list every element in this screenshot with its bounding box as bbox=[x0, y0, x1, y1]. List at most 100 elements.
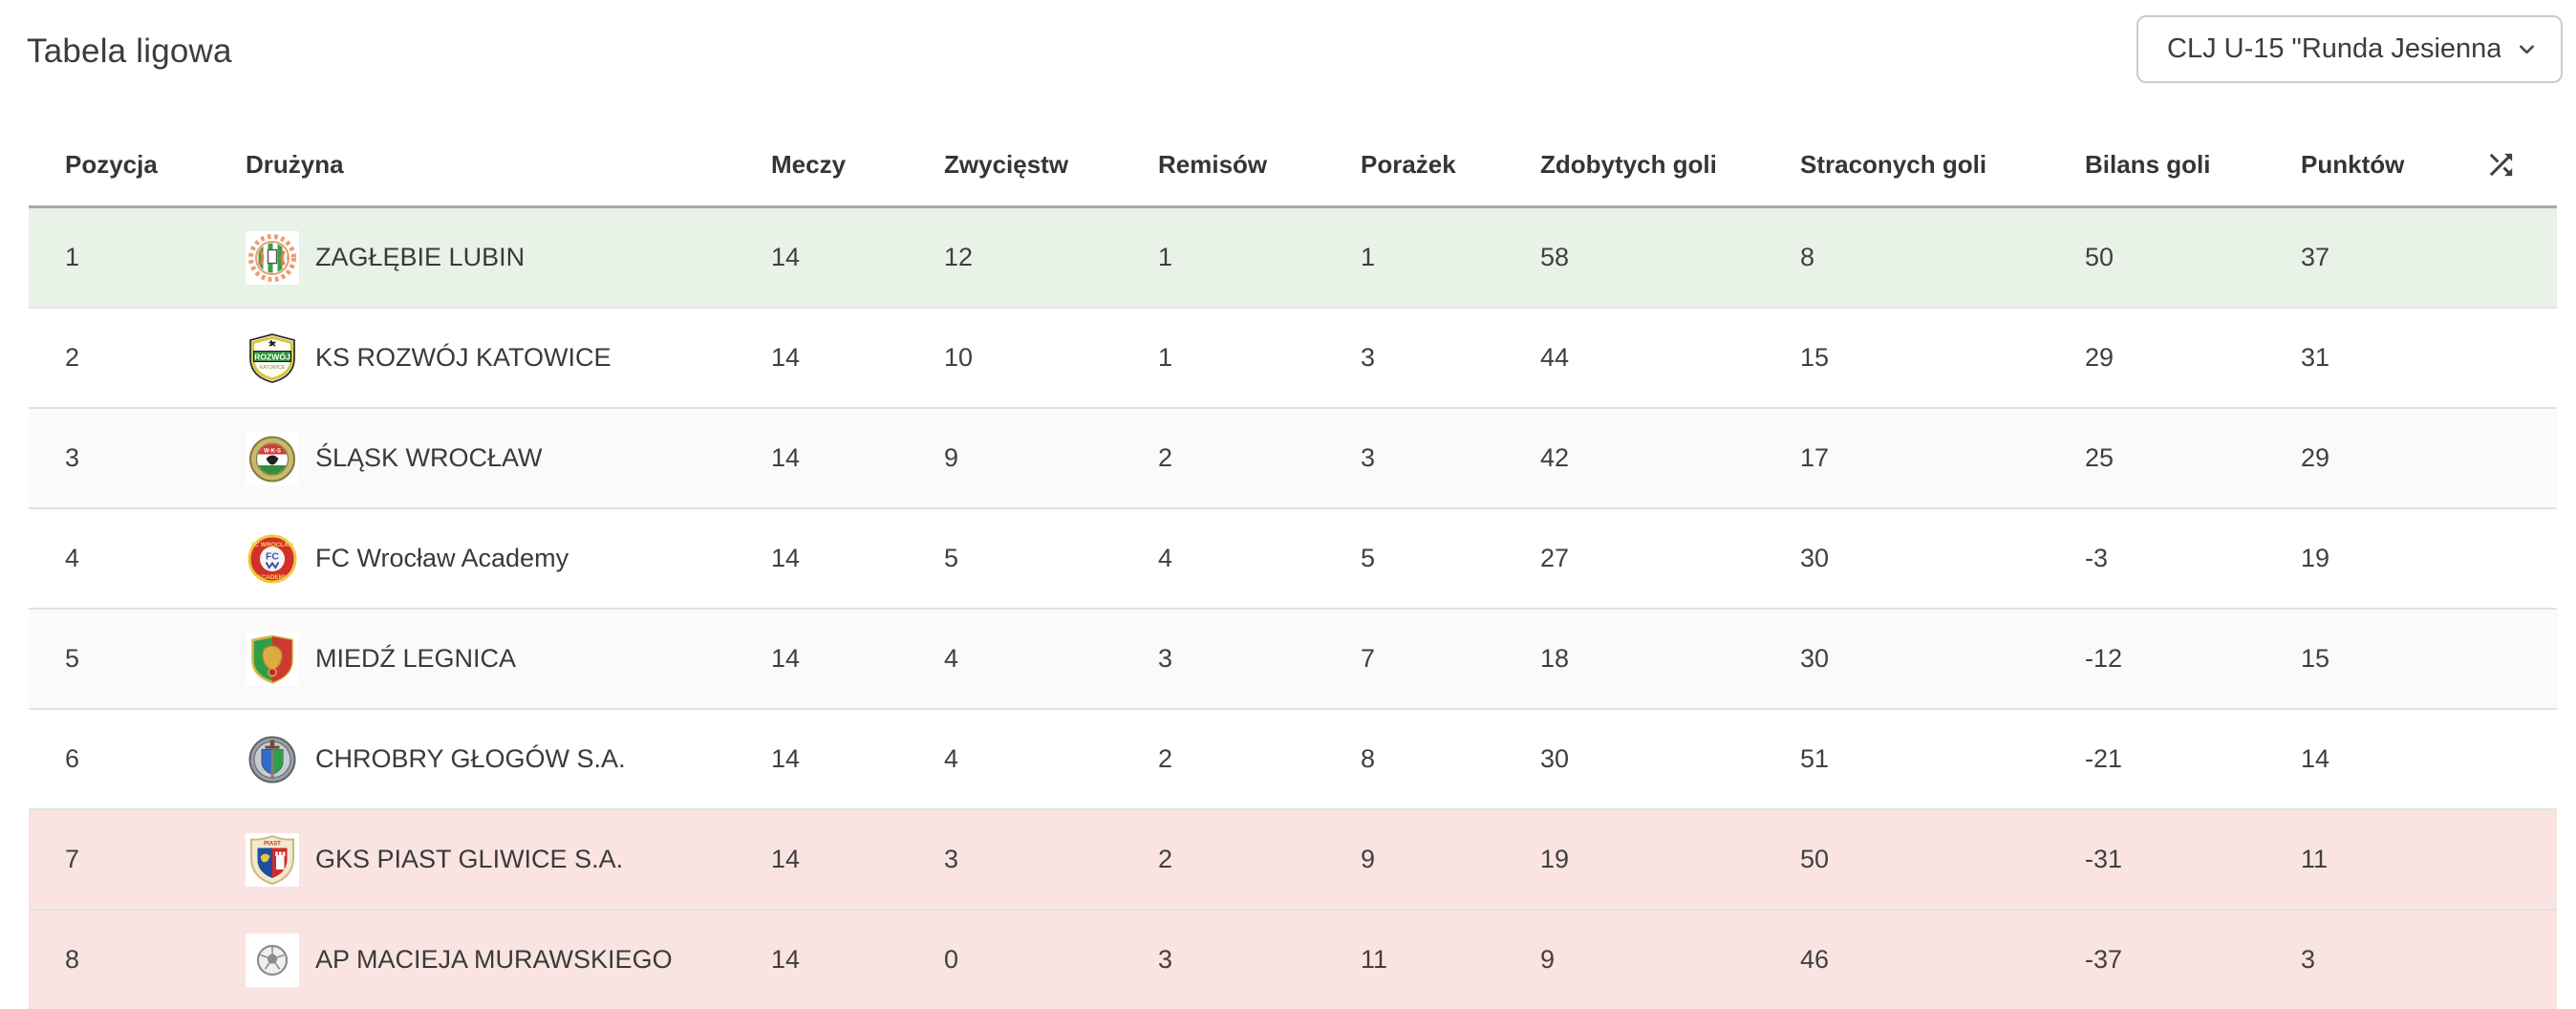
losses-cell: 7 bbox=[1361, 644, 1376, 673]
slask-wroclaw-logo: W·K·S bbox=[246, 431, 299, 485]
position-cell: 5 bbox=[65, 644, 80, 673]
goals-against-cell: 30 bbox=[1800, 644, 1830, 673]
goal-diff-cell: 50 bbox=[2085, 243, 2114, 271]
goal-diff-cell: 29 bbox=[2085, 343, 2114, 372]
table-row[interactable]: 2 ROZWÓJ KATOWICE KS ROZWÓJ KATOWICE 14 10 1 3 4… bbox=[29, 308, 2557, 408]
row-actions-cell bbox=[2484, 809, 2557, 910]
shuffle-icon[interactable] bbox=[2484, 148, 2518, 182]
row-actions-cell bbox=[2484, 910, 2557, 1009]
losses-cell: 9 bbox=[1361, 845, 1376, 873]
losses-cell: 5 bbox=[1361, 544, 1376, 572]
position-cell: 4 bbox=[65, 544, 80, 572]
table-row[interactable]: 5 MIEDŹ LEGNICA 14 4 3 7 18 30 -12 15 bbox=[29, 609, 2557, 709]
miedz-legnica-logo bbox=[246, 632, 299, 686]
matches-cell: 14 bbox=[771, 343, 801, 372]
chevron-down-icon bbox=[2514, 36, 2540, 62]
draws-cell: 2 bbox=[1158, 443, 1173, 472]
team-cell: PIAST GKS PIAST GLIWICE S.A. bbox=[246, 809, 771, 910]
svg-text:KATOWICE: KATOWICE bbox=[260, 365, 286, 371]
team-cell: ROZWÓJ KATOWICE KS ROZWÓJ KATOWICE bbox=[246, 308, 771, 408]
shuffle-column-header bbox=[2484, 124, 2557, 207]
goals-against-cell: 8 bbox=[1800, 243, 1815, 271]
goals-against-cell: 15 bbox=[1800, 343, 1830, 372]
team-name: GKS PIAST GLIWICE S.A. bbox=[315, 845, 624, 873]
wins-cell: 3 bbox=[944, 845, 959, 873]
matches-cell: 14 bbox=[771, 744, 801, 773]
table-row[interactable]: 6 CHROBRY GŁOGÓW S.A. 14 4 2 8 30 51 -21 14 bbox=[29, 709, 2557, 809]
table-row[interactable]: 7 PIAST GKS PIAST GLIWICE S.A. 14 3 2 9 19 50 -31… bbox=[29, 809, 2557, 910]
losses-cell: 8 bbox=[1361, 744, 1376, 773]
row-actions-cell bbox=[2484, 508, 2557, 609]
svg-text:FC: FC bbox=[266, 550, 279, 562]
league-table: Pozycja Drużyna Meczy Zwycięstw Remisów Poraż… bbox=[29, 124, 2557, 1009]
svg-text:W·K·S: W·K·S bbox=[264, 448, 281, 454]
points-cell: 15 bbox=[2301, 644, 2330, 673]
draws-cell: 2 bbox=[1158, 744, 1173, 773]
matches-cell: 14 bbox=[771, 845, 801, 873]
position-cell: 2 bbox=[65, 343, 80, 372]
draws-cell: 1 bbox=[1158, 243, 1173, 271]
chrobry-glogow-logo bbox=[246, 732, 299, 786]
goals-for-cell: 30 bbox=[1540, 744, 1570, 773]
column-header-remisow: Remisów bbox=[1158, 150, 1268, 179]
team-name: KS ROZWÓJ KATOWICE bbox=[315, 343, 612, 372]
losses-cell: 3 bbox=[1361, 343, 1376, 372]
table-row[interactable]: 1 ZAGŁĘBIE LUBIN 14 12 1 1 58 8 50 37 bbox=[29, 206, 2557, 309]
goal-diff-cell: -3 bbox=[2085, 544, 2109, 572]
matches-cell: 14 bbox=[771, 243, 801, 271]
points-cell: 3 bbox=[2301, 945, 2316, 974]
matches-cell: 14 bbox=[771, 443, 801, 472]
position-cell: 6 bbox=[65, 744, 80, 773]
team-name: ZAGŁĘBIE LUBIN bbox=[315, 243, 526, 271]
column-header-punktow: Punktów bbox=[2301, 150, 2405, 179]
wins-cell: 0 bbox=[944, 945, 959, 974]
fc-wroclaw-academy-logo: FC WROCŁAW ACADEMY FC bbox=[246, 531, 299, 586]
row-actions-cell bbox=[2484, 709, 2557, 809]
team-name: AP MACIEJA MURAWSKIEGO bbox=[315, 945, 673, 974]
goal-diff-cell: -37 bbox=[2085, 945, 2123, 974]
losses-cell: 1 bbox=[1361, 243, 1376, 271]
wins-cell: 4 bbox=[944, 644, 959, 673]
matches-cell: 14 bbox=[771, 644, 801, 673]
team-cell: AP MACIEJA MURAWSKIEGO bbox=[246, 910, 771, 1009]
team-name: FC Wrocław Academy bbox=[315, 544, 569, 572]
table-row[interactable]: 8 AP MACIEJA MURAWSKIEGO 14 0 3 11 9 46 -37 3 bbox=[29, 910, 2557, 1009]
goal-diff-cell: -21 bbox=[2085, 744, 2123, 773]
losses-cell: 11 bbox=[1361, 945, 1388, 974]
svg-text:FC WROCŁAW: FC WROCŁAW bbox=[251, 542, 295, 548]
goal-diff-cell: -12 bbox=[2085, 644, 2123, 673]
team-name: MIEDŹ LEGNICA bbox=[315, 644, 517, 673]
position-cell: 1 bbox=[65, 243, 80, 271]
goals-for-cell: 18 bbox=[1540, 644, 1570, 673]
goals-for-cell: 58 bbox=[1540, 243, 1570, 271]
draws-cell: 4 bbox=[1158, 544, 1173, 572]
svg-text:ROZWÓJ: ROZWÓJ bbox=[254, 351, 290, 361]
goals-for-cell: 42 bbox=[1540, 443, 1570, 472]
points-cell: 37 bbox=[2301, 243, 2330, 271]
draws-cell: 3 bbox=[1158, 945, 1173, 974]
team-name: CHROBRY GŁOGÓW S.A. bbox=[315, 744, 626, 773]
column-header-zwyciestw: Zwycięstw bbox=[944, 150, 1069, 179]
row-actions-cell bbox=[2484, 609, 2557, 709]
table-row[interactable]: 4 FC WROCŁAW ACADEMY FC FC Wrocław Academy 14… bbox=[29, 508, 2557, 609]
position-cell: 3 bbox=[65, 443, 80, 472]
table-row[interactable]: 3 W·K·S ŚLĄSK WROCŁAW 14 9 2 3 42 17 25 29 bbox=[29, 408, 2557, 508]
goals-for-cell: 19 bbox=[1540, 845, 1570, 873]
team-cell: CHROBRY GŁOGÓW S.A. bbox=[246, 709, 771, 809]
team-cell: MIEDŹ LEGNICA bbox=[246, 609, 771, 709]
column-header-zdobytych-goli: Zdobytych goli bbox=[1540, 150, 1717, 179]
league-select-dropdown[interactable]: CLJ U-15 "Runda Jesienna G... bbox=[2136, 15, 2563, 83]
matches-cell: 14 bbox=[771, 544, 801, 572]
column-header-meczy: Meczy bbox=[771, 150, 847, 179]
row-actions-cell bbox=[2484, 408, 2557, 508]
goals-against-cell: 50 bbox=[1800, 845, 1830, 873]
goals-against-cell: 17 bbox=[1800, 443, 1830, 472]
column-header-porazek: Porażek bbox=[1361, 150, 1456, 179]
team-cell: ZAGŁĘBIE LUBIN bbox=[246, 207, 771, 309]
points-cell: 11 bbox=[2301, 845, 2329, 873]
points-cell: 29 bbox=[2301, 443, 2330, 472]
matches-cell: 14 bbox=[771, 945, 801, 974]
draws-cell: 1 bbox=[1158, 343, 1173, 372]
points-cell: 31 bbox=[2301, 343, 2330, 372]
